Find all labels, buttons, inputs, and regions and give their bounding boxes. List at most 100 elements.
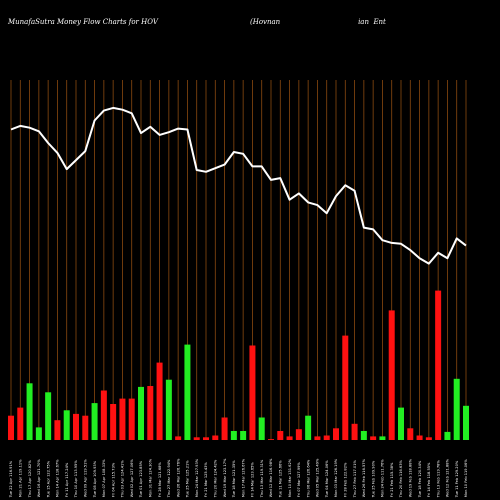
- volume-bar: [379, 436, 386, 440]
- x-tick-label: Tue 18 Mar 121.35%: [232, 460, 236, 498]
- x-tick-label: Wed 26 Feb 116.57%: [362, 458, 366, 497]
- x-tick-label: Wed 19 Feb 118.88%: [408, 458, 412, 497]
- x-tick-label: Mon 24 Mar 127.93%: [195, 458, 199, 497]
- x-tick-label: Mon 07 Apr 108.33%: [102, 459, 106, 497]
- price-line: [10, 106, 467, 265]
- volume-bar: [35, 427, 42, 440]
- volume-bar: [147, 386, 154, 440]
- x-tick-label: Thu 10 Apr 113.95%: [74, 460, 78, 499]
- volume-bar: [351, 423, 358, 440]
- x-tick-label: Mon 17 Mar 126.67%: [241, 458, 245, 497]
- volume-bar: [240, 431, 247, 440]
- x-tick-label: Wed 12 Feb 121.88%: [446, 458, 450, 497]
- volume-bar: [110, 404, 117, 440]
- x-tick-label: Tue 11 Feb 129.20%: [455, 460, 459, 498]
- volume-bar: [119, 398, 126, 440]
- volume-bar: [305, 415, 312, 440]
- volume-bar: [54, 420, 61, 440]
- x-tick-label: Tue 18 Feb 120.34%: [418, 460, 422, 498]
- x-tick-label: Tue 25 Mar 125.21%: [186, 460, 190, 498]
- x-tick-label: Tue 25 Feb 109.90%: [371, 460, 375, 498]
- volume-bar: [203, 437, 209, 440]
- x-tick-label: Thu 20 Mar 124.42%: [213, 459, 217, 498]
- x-tick-label: Wed 09 Apr 119.51%: [83, 459, 87, 498]
- x-tick-label: Wed 19 Mar 123.17%: [223, 458, 227, 497]
- x-tick-label: Thu 27 Feb 117.01%: [353, 460, 357, 499]
- x-tick-label: Thu 06 Mar 126.64%: [306, 459, 310, 498]
- volume-bar: [435, 290, 442, 440]
- volume-bar: [91, 403, 98, 440]
- x-tick-label: Fri 07 Mar 127.99%: [297, 462, 301, 498]
- volume-bar: [175, 436, 182, 440]
- x-tick-label: Mon 03 Mar 126.19%: [334, 458, 338, 497]
- volume-bar: [128, 398, 135, 440]
- x-tick-label: Tue 11 Mar 125.66%: [278, 460, 282, 498]
- x-tick-label: Wed 05 Mar 125.49%: [316, 458, 320, 497]
- volume-bar: [63, 410, 70, 440]
- x-tick-label: Tue 22 Apr 116.91%: [9, 460, 13, 498]
- volume-bar: [407, 428, 414, 440]
- chart-title: MunafaSutra Money Flow Charts for HOV: [7, 18, 159, 26]
- volume-bar: [295, 429, 302, 440]
- x-tick-label: Thu 20 Feb 116.63%: [399, 460, 403, 499]
- volume-bar: [463, 405, 469, 440]
- volume-bar: [388, 310, 395, 440]
- volume-bar: [138, 386, 144, 440]
- price-line-layer: [10, 106, 467, 265]
- x-tick-label: Thu 13 Mar 119.31%: [260, 459, 264, 498]
- volume-bar: [398, 407, 404, 440]
- volume-bar: [453, 378, 460, 440]
- x-tick-label: Fri 28 Mar 121.68%: [158, 462, 162, 498]
- volume-bar: [230, 431, 237, 440]
- volume-bar: [416, 435, 423, 440]
- volume-bar: [8, 415, 14, 440]
- x-tick-label: Mon 31 Mar 124.30%: [148, 458, 152, 497]
- x-tick-label: Mon 10 Feb 119.06%: [464, 459, 468, 498]
- x-tick-label: Fri 04 Apr 115.73%: [111, 462, 115, 497]
- volume-bar: [26, 383, 33, 440]
- volume-bar: [360, 431, 367, 440]
- volume-bar: [45, 392, 52, 440]
- volume-bar: [323, 435, 330, 440]
- bars: [8, 290, 469, 440]
- x-tick-label: Mon 24 Feb 111.76%: [381, 459, 385, 498]
- x-tick-label: Mon 21 Apr 119.11%: [18, 459, 22, 497]
- x-tick-label: Fri 21 Mar 125.43%: [204, 462, 208, 498]
- volume-bar: [165, 379, 172, 440]
- volume-bar: [277, 431, 284, 440]
- volume-bar: [100, 390, 107, 440]
- volume-bar: [221, 417, 228, 440]
- x-tick-label: Fri 14 Mar 123.65%: [251, 462, 255, 498]
- x-tick-label: Tue 01 Apr 123.85%: [139, 460, 143, 498]
- volume-bar: [444, 431, 451, 440]
- x-tick-label: Fri 14 Feb 118.55%: [427, 462, 431, 497]
- volume-bar: [268, 439, 274, 440]
- x-tick-label: Wed 26 Mar 126.76%: [176, 458, 180, 497]
- x-tick-label: Thu 13 Feb 119.78%: [436, 460, 440, 499]
- volume-bar: [17, 407, 24, 440]
- x-tick-label: Fri 21 Feb 115.38%: [390, 462, 394, 497]
- x-tick-label: Tue 08 Apr 109.93%: [93, 460, 97, 498]
- x-tick-label: Wed 16 Apr 121.70%: [37, 459, 41, 498]
- x-tick-label: Thu 17 Apr 120.82%: [28, 460, 32, 499]
- x-tick-label: Mon 14 Apr 118.67%: [56, 459, 60, 497]
- x-tick-label: Wed 12 Mar 116.98%: [269, 458, 273, 497]
- volume-bar: [249, 345, 256, 440]
- volume-bar: [184, 344, 191, 440]
- x-tick-label: Fri 11 Apr 117.24%: [65, 462, 69, 497]
- volume-bar: [212, 435, 219, 440]
- volume-bar: [286, 436, 293, 440]
- x-tick-label: Fri 28 Feb 122.82%: [343, 462, 347, 497]
- chart-subtitle: (Hovnan ian Ent: [250, 18, 386, 26]
- volume-bar: [82, 415, 89, 440]
- x-tick-labels: Tue 22 Apr 116.91% Mon 21 Apr 119.11% Thu …: [9, 458, 468, 498]
- x-tick-label: Tue 15 Apr 122.75%: [46, 460, 50, 498]
- x-tick-label: Mon 10 Mar 131.62%: [288, 458, 292, 497]
- volume-bar: [258, 417, 265, 440]
- x-tick-label: Thu 03 Apr 124.41%: [121, 460, 125, 499]
- volume-bar: [425, 437, 432, 440]
- volume-bar: [333, 428, 339, 440]
- volume-bar: [370, 436, 377, 440]
- volume-bar: [193, 437, 200, 440]
